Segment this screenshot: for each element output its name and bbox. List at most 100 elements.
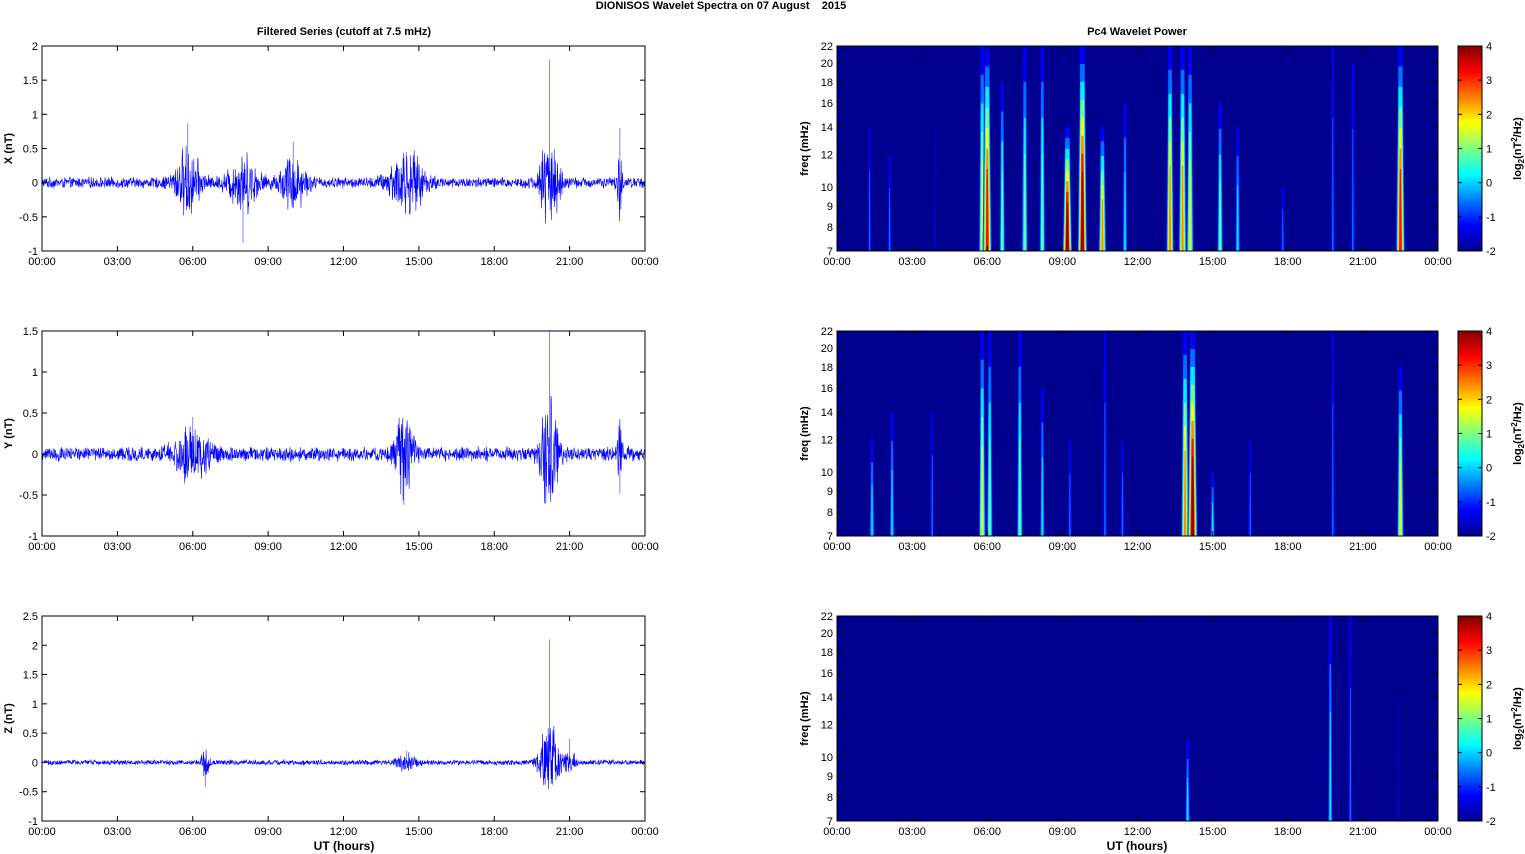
y-axis-label: freq (mHz) [799,121,811,176]
wavelet-x-tick-label: 03:00 [898,541,926,553]
time-series-panel-3: -1 -0.5 0 0.5 1 1.5 2 2.5 00:00 03:00 06:00 09:00 12… [3,611,659,838]
colorbar-tick-label: -2 [1486,816,1496,828]
spectral-streak [1066,202,1069,251]
time-series-x-tick-label: 18:00 [480,256,508,268]
colorbar-tick-label: 0 [1486,463,1492,475]
colorbar-tick-label: 0 [1486,748,1492,760]
spectral-streak [1281,209,1284,251]
spectral-streak [1219,180,1222,251]
y-tick-label: 16 [821,98,833,110]
colorbar-label-part: (nT [1512,712,1524,729]
colorbar-label-part: 2 [1510,707,1519,712]
y-tick-label: -0.5 [19,787,38,799]
time-series-x-tick-label: 03:00 [104,256,132,268]
time-series-x-tick-label: 00:00 [631,256,659,268]
y-tick-label: -1 [28,531,38,543]
y-tick-label: 1.5 [23,75,38,87]
colorbar-label-part: (nT [1512,427,1524,444]
time-series-x-tick-label: 06:00 [179,826,207,838]
wavelet-x-tick-label: 12:00 [1124,826,1152,838]
spectrum-streaks [867,46,1406,251]
time-series-panel-2: -1 -0.5 0 0.5 1 1.5 00:00 03:00 06:00 09:00 12:00 1… [3,326,659,553]
spectral-streak [934,126,936,251]
y-tick-label: 0 [32,449,38,461]
spectral-streak [1191,456,1194,536]
wavelet-x-tick-label: 21:00 [1349,826,1377,838]
wavelet-x-tick-label: 03:00 [898,826,926,838]
spectral-streak [1018,438,1021,536]
y-tick-label: 14 [821,407,833,419]
time-series-x-tick-label: 00:00 [28,826,56,838]
signal-trace [41,146,646,224]
x-axis-label-right: UT (hours) [1107,839,1168,853]
wavelet-x-tick-label: 00:00 [823,826,851,838]
y-tick-label: 22 [821,326,833,338]
time-series-x-tick-label: 15:00 [405,256,433,268]
wavelet-x-tick-label: 00:00 [1424,256,1452,268]
y-tick-label: 20 [821,58,833,70]
y-tick-label: 18 [821,362,833,374]
x-axis-label-left: UT (hours) [314,839,375,853]
y-tick-label: 20 [821,628,833,640]
wavelet-x-tick-label: 21:00 [1349,541,1377,553]
y-tick-label: 2 [32,640,38,652]
spectrum-streaks [1185,616,1399,821]
colorbar-label: log2(nT2/Hz) [1510,117,1525,180]
wavelet-x-tick-label: 09:00 [1049,826,1077,838]
y-axis-label: Z (nT) [3,703,15,734]
time-series-x-tick-label: 00:00 [631,541,659,553]
spectral-streak [1168,165,1172,251]
y-tick-label: 8 [827,792,833,804]
y-tick-label: 14 [821,122,833,134]
wavelet-x-tick-label: 21:00 [1349,256,1377,268]
y-tick-label: 0.5 [23,144,38,156]
y-tick-label: 12 [821,435,833,447]
time-series-x-tick-label: 18:00 [480,541,508,553]
time-series-x-tick-label: 03:00 [104,826,132,838]
y-axis-label: X (nT) [3,133,15,164]
y-tick-label: 7 [827,816,833,828]
y-axis-label: Y (nT) [3,418,15,449]
colorbar-tick-label: -1 [1486,212,1496,224]
colorbar-tick-label: 2 [1486,394,1492,406]
time-series-panel-1: -1 -0.5 0 0.5 1 1.5 2 00:00 03:00 06:00 09:00 12:00… [3,41,659,268]
y-tick-label: -0.5 [19,490,38,502]
colorbar-label-part: (nT [1512,142,1524,159]
spectral-streak [988,438,991,536]
y-tick-label: 1.5 [23,670,38,682]
spectral-streak [1397,696,1399,821]
spectral-streak [1186,777,1189,821]
spectral-streak [1124,172,1126,251]
time-series-x-tick-label: 12:00 [330,541,358,553]
colorbar-tick-label: 2 [1486,679,1492,691]
y-tick-label: 22 [821,611,833,623]
colorbar-tick-label: 0 [1486,178,1492,190]
time-series-x-tick-label: 09:00 [254,826,282,838]
time-series-x-tick-label: 15:00 [405,541,433,553]
wavelet-x-tick-label: 06:00 [973,541,1001,553]
colorbar-label-part: 2 [1517,158,1525,163]
colorbar-label-part: 2 [1517,443,1525,448]
wavelet-x-tick-label: 18:00 [1274,256,1302,268]
spectral-streak [1399,461,1402,536]
y-tick-label: 2.5 [23,611,38,623]
time-series-x-tick-label: 09:00 [254,256,282,268]
spectral-streak [1399,169,1402,251]
time-series-x-tick-label: 00:00 [631,826,659,838]
colorbar-tick-label: 1 [1486,714,1492,726]
spectral-streak [1069,473,1071,536]
colorbar-label: log2(nT2/Hz) [1510,402,1525,465]
figure-title: DIONISOS Wavelet Spectra on 07 August 20… [596,0,846,12]
colorbar-label-part: 2 [1510,137,1519,142]
colorbar-tick-label: -1 [1486,782,1496,794]
y-tick-label: 1 [32,699,38,711]
colorbar-label-part: 2 [1510,422,1519,427]
wavelet-x-tick-label: 18:00 [1274,826,1302,838]
y-tick-label: 2 [32,41,38,53]
spectral-streak [985,169,989,251]
y-axis-label: freq (mHz) [799,691,811,746]
spectral-streak [1121,473,1124,536]
